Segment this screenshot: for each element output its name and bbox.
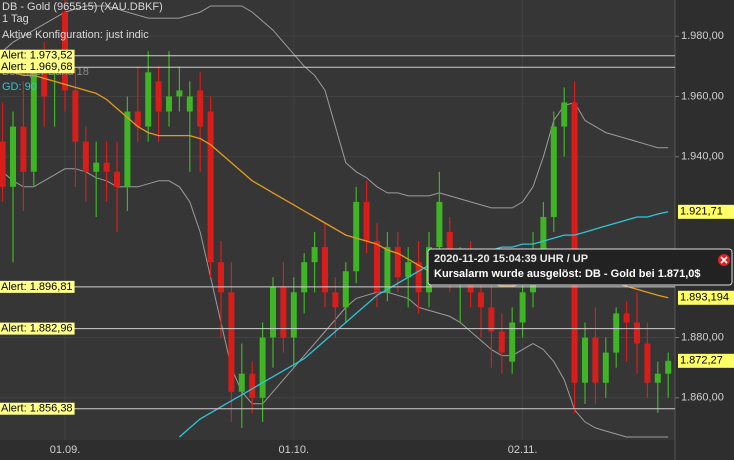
annotation: Aktive Konfiguration: just indic	[2, 29, 149, 41]
x-tick-label: 02.11.	[508, 444, 538, 456]
candle-body	[561, 102, 568, 127]
indicator-line	[178, 211, 669, 438]
candle-body	[374, 241, 380, 293]
y-tick-label: 1.940,00	[681, 151, 724, 163]
candle-body	[550, 126, 557, 217]
candle-body	[592, 337, 599, 383]
y-tick-label: 1.960,00	[681, 90, 724, 102]
price-tag	[678, 204, 734, 219]
overlay: 1.860,00 1.880,00 1.940,00 1.960,00 1.980,00…	[0, 30, 734, 456]
candle-body	[249, 373, 256, 398]
candle-body	[290, 292, 297, 338]
grid	[0, 0, 679, 440]
popup-time: 2020-11-20 15:04:39 UHR / UP	[434, 253, 588, 265]
candle-body	[155, 81, 162, 112]
candle-body	[218, 262, 224, 293]
legend-entry: GD: 90	[2, 81, 37, 93]
candle-body	[582, 337, 588, 383]
candle-body	[405, 262, 412, 278]
candle-body	[415, 262, 422, 293]
alert-label-bg	[0, 280, 75, 293]
candle-body	[613, 313, 620, 353]
candle-body	[270, 286, 276, 338]
candle-body	[145, 72, 152, 127]
candle-body	[301, 262, 308, 293]
candle-body	[72, 90, 79, 142]
price-tag-label: 1.921,71	[680, 206, 723, 218]
candle-body	[311, 247, 318, 263]
alert-label: Alert: 1.973,52	[1, 50, 73, 62]
candle-body	[259, 337, 266, 398]
alert-label: Alert: 1.969,68	[1, 61, 73, 73]
chart-title: DB - Gold (965515) (XAU.DBKF)	[2, 1, 163, 13]
y-tick-label: 1.860,00	[681, 392, 724, 404]
price-tag	[678, 290, 734, 305]
plot-area	[0, 0, 675, 440]
y-tick-label: 1.980,00	[681, 30, 724, 42]
candle-body	[134, 111, 141, 127]
bollinger-upper	[2, 5, 669, 209]
price-tag-label: 1.893,194	[680, 292, 729, 304]
candle-body	[322, 247, 328, 293]
candle-body	[342, 271, 349, 308]
candle-body	[103, 162, 110, 172]
candle-body	[207, 111, 214, 263]
candle-body	[654, 373, 661, 383]
candle-body	[540, 216, 547, 263]
alert-label: Alert: 1.882,96	[1, 323, 73, 335]
candle-body	[124, 111, 131, 187]
alert-label: Alert: 1.896,81	[1, 281, 73, 293]
candle-body	[332, 292, 339, 308]
candle-body	[82, 141, 89, 172]
candle-body	[488, 307, 495, 332]
close-icon[interactable]	[720, 256, 728, 264]
candle-body	[238, 373, 245, 392]
alert-label-bg	[0, 49, 75, 62]
alert-label-bg	[0, 402, 75, 415]
candle-body	[20, 126, 27, 172]
alert-label-bg	[0, 61, 75, 74]
candle-body	[10, 126, 16, 187]
subtitle: 1 Tag	[2, 13, 29, 25]
candle-body	[571, 102, 578, 383]
candle-body	[166, 96, 172, 112]
price-tag	[678, 353, 734, 368]
candle-body	[436, 201, 443, 248]
candle-body	[186, 96, 193, 112]
candle-body	[665, 360, 672, 374]
candle-body	[384, 247, 391, 293]
candle-body	[519, 292, 526, 323]
alert-label-bg	[0, 322, 75, 335]
x-tick-label: 01.10.	[279, 444, 310, 456]
candle-body	[623, 313, 630, 323]
candle-body	[93, 162, 100, 172]
candle-body	[363, 201, 370, 242]
price-tag-label: 1.872,27	[680, 355, 723, 367]
candle-body	[498, 331, 505, 353]
candle-body	[176, 90, 183, 97]
popup-message: Kursalarm wurde ausgelöst: DB - Gold bei…	[434, 268, 701, 280]
candle-body	[394, 247, 401, 278]
y-tick-label: 1.880,00	[681, 331, 724, 343]
candle-body	[30, 72, 37, 172]
candle-body	[353, 201, 360, 272]
candle-body	[114, 171, 120, 187]
candle-body	[478, 292, 484, 308]
alarm-popup: 2020-11-20 15:04:39 UHR / UP Kursalarm w…	[427, 248, 733, 286]
popup-box	[427, 248, 733, 286]
candle-body	[280, 286, 287, 338]
candle-body	[644, 343, 651, 383]
candle-body	[509, 322, 516, 362]
candle-body	[197, 90, 204, 127]
candle-body	[602, 352, 609, 383]
candle-body	[634, 322, 640, 344]
candle-body	[0, 141, 6, 187]
candle-body	[228, 292, 235, 392]
alert-label: Alert: 1.856,38	[1, 403, 73, 415]
candle-body	[41, 72, 48, 97]
x-tick-label: 01.09.	[50, 444, 81, 456]
